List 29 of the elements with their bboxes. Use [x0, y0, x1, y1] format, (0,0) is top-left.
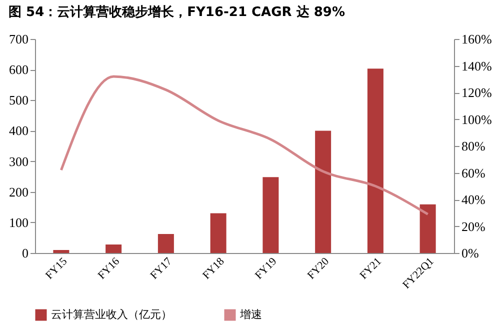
bar — [158, 234, 174, 253]
bar — [315, 130, 332, 253]
bar — [420, 204, 436, 253]
bar — [367, 68, 384, 253]
y2-tick-label: 100% — [462, 112, 492, 127]
y2-tick-label: 80% — [462, 138, 486, 154]
bar — [106, 244, 122, 253]
y-tick-label: 600 — [9, 62, 28, 78]
y-tick-label: 100 — [9, 214, 28, 230]
bar — [210, 213, 226, 253]
y2-tick-label: 120% — [462, 85, 492, 100]
y-tick-label: 0 — [22, 246, 28, 260]
y2-tick-label: 60% — [462, 165, 486, 180]
chart-title: 图 54：云计算营收稳步增长，FY16-21 CAGR 达 89% — [8, 4, 345, 20]
y2-tick-label: 160% — [462, 32, 492, 46]
y-tick-label: 300 — [9, 154, 28, 169]
legend-label: 云计算营业收入（亿元） — [51, 308, 172, 321]
bar — [262, 177, 279, 253]
bar — [53, 250, 70, 253]
y-tick-label: 400 — [9, 123, 28, 138]
line-series — [60, 75, 430, 216]
y2-tick-label: 140% — [462, 58, 492, 74]
y-tick-label: 700 — [9, 32, 28, 46]
y-tick-label: 500 — [9, 92, 28, 108]
y2-tick-label: 40% — [462, 192, 486, 207]
y2-tick-label: 20% — [462, 218, 486, 234]
legend-label: 增速 — [239, 308, 262, 321]
y-tick-label: 200 — [9, 184, 28, 200]
y2-tick-label: 0% — [462, 246, 479, 260]
